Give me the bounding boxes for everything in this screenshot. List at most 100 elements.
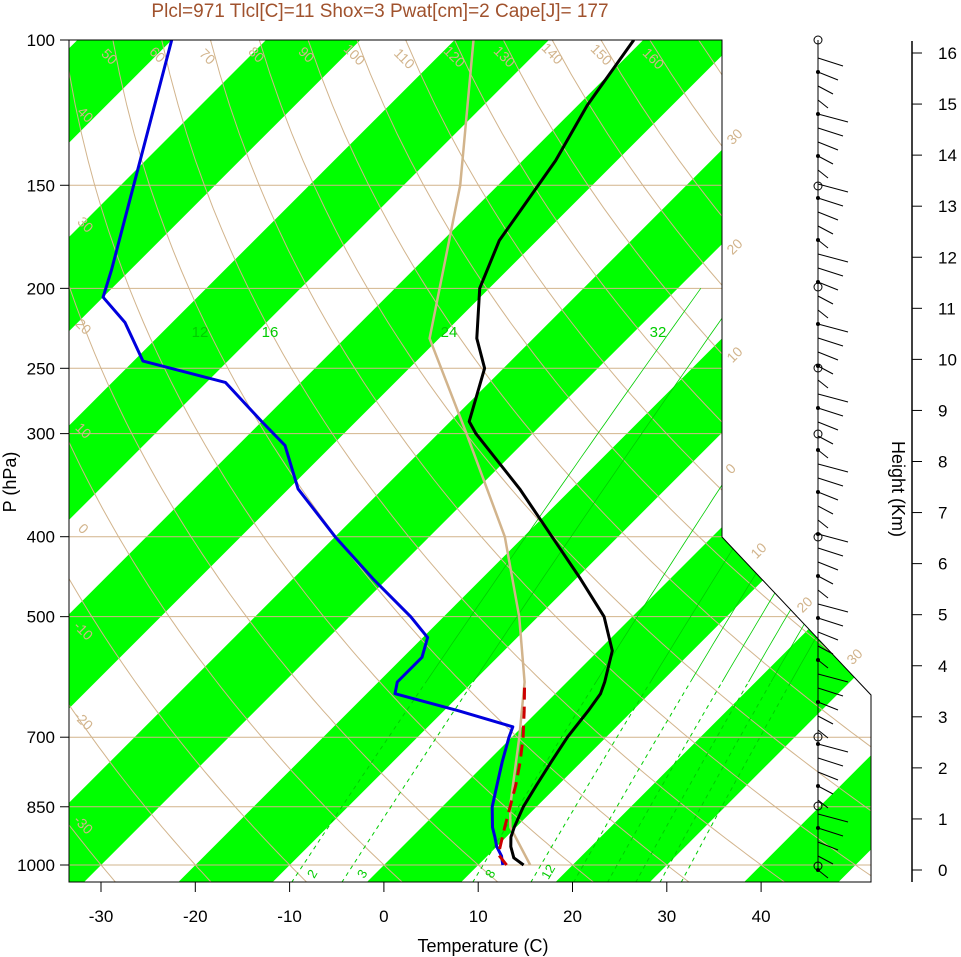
mixing-label-top: 16 xyxy=(262,324,279,341)
wind-barb xyxy=(817,267,844,277)
wind-barb xyxy=(817,309,829,319)
wind-barb xyxy=(817,491,839,501)
mixing-line-24-upper xyxy=(748,288,871,683)
height-tick-label: 5 xyxy=(938,606,947,625)
wind-barb xyxy=(817,771,839,781)
wind-barb xyxy=(817,225,834,235)
wind-barb xyxy=(817,141,839,151)
dry-adiabat-30 xyxy=(112,40,690,882)
wind-barb xyxy=(817,155,834,165)
calm-marker xyxy=(813,282,823,292)
wind-barb xyxy=(817,85,834,95)
calm-marker xyxy=(813,801,823,811)
wind-barb xyxy=(817,757,844,767)
wind-dot xyxy=(816,364,820,368)
wind-barb xyxy=(817,57,844,67)
isotherm-label: 0 xyxy=(75,520,92,537)
wind-barb xyxy=(817,449,829,459)
wind-barb xyxy=(817,113,849,123)
dry-adiabat--20 xyxy=(69,40,212,882)
wind-barb xyxy=(817,253,849,263)
plot-area xyxy=(69,40,871,882)
wind-barb xyxy=(817,99,829,109)
y-tick-label: 150 xyxy=(27,176,55,195)
dry-adiabat-90 xyxy=(405,40,871,882)
wind-barb xyxy=(817,169,829,179)
wind-dot xyxy=(816,490,820,494)
wind-dot xyxy=(816,616,820,620)
mixing-line-20-lower xyxy=(606,681,723,882)
wind-barb xyxy=(817,575,834,585)
x-tick-label: -20 xyxy=(183,907,208,926)
isotherm-label: 150 xyxy=(588,41,616,69)
y-axis-label: P (hPa) xyxy=(0,452,20,513)
wind-barb xyxy=(817,127,844,137)
wind-dot xyxy=(816,574,820,578)
wind-dot xyxy=(816,238,820,242)
side-isotherm-label: 0 xyxy=(722,460,739,477)
wind-barb xyxy=(817,799,829,809)
parcel-trace-line xyxy=(428,40,532,866)
y-tick-label: 850 xyxy=(27,798,55,817)
wind-dot xyxy=(816,196,820,200)
wind-barb xyxy=(817,827,844,837)
height-tick-label: 14 xyxy=(938,146,957,165)
height-tick-label: 12 xyxy=(938,248,957,267)
wind-barb xyxy=(817,659,829,669)
side-isotherm-label: 30 xyxy=(843,645,865,667)
dry-adiabat-0 xyxy=(69,40,404,882)
wind-barb xyxy=(817,729,829,739)
x-axis: -30 -20 -10 0 10 20 30 40 xyxy=(69,881,871,926)
mixing-ratio-labels: 12 16 24 32 2 3 8 12 xyxy=(192,324,667,882)
wind-barb xyxy=(817,869,829,879)
mixing-line-28-lower xyxy=(659,681,772,882)
moist-band-6 xyxy=(69,40,738,882)
wind-dot xyxy=(816,406,820,410)
wind-dot xyxy=(816,784,820,788)
dry-adiabat-160 xyxy=(746,40,871,882)
parcel-line xyxy=(496,681,527,866)
wind-dot xyxy=(816,700,820,704)
wind-barb xyxy=(817,211,839,221)
height-tick-label: 0 xyxy=(938,861,947,880)
isotherm-label: -20 xyxy=(71,708,97,734)
x-axis-label: Temperature (C) xyxy=(417,936,548,956)
sounding-series xyxy=(101,40,636,867)
y-tick-label: 1000 xyxy=(17,856,55,875)
calm-marker xyxy=(813,181,823,191)
height-tick-label: 2 xyxy=(938,759,947,778)
dry-adiabat-170 xyxy=(795,40,871,882)
calm-marker xyxy=(813,732,823,742)
y-tick-label: 250 xyxy=(27,359,55,378)
side-isotherm-label: 10 xyxy=(747,539,769,561)
wind-barb xyxy=(817,673,849,683)
wind-barb xyxy=(817,561,839,571)
calm-marker xyxy=(813,429,823,439)
moist-bands xyxy=(69,40,871,882)
wind-barb xyxy=(817,323,849,333)
wind-barb xyxy=(817,547,844,557)
x-tick-label: 20 xyxy=(563,907,582,926)
mixing-line-32-upper xyxy=(790,288,871,683)
mixing-label-bottom: 3 xyxy=(354,867,371,881)
mixing-label-bottom: 2 xyxy=(304,867,321,881)
height-tick-label: 3 xyxy=(938,708,947,727)
height-tick-label: 1 xyxy=(938,810,947,829)
mixing-line-12-lower xyxy=(530,681,651,882)
side-isotherm-label: 20 xyxy=(723,235,745,257)
height-tick-label: 13 xyxy=(938,197,957,216)
wind-dot xyxy=(816,448,820,452)
height-tick-label: 6 xyxy=(938,555,947,574)
wind-barb xyxy=(817,631,839,641)
dry-adiabat-20 xyxy=(69,40,595,882)
mixing-line-16-lower xyxy=(572,681,691,882)
y-tick-label: 700 xyxy=(27,728,55,747)
height-tick-label: 11 xyxy=(938,299,956,318)
y-tick-label: 100 xyxy=(27,31,55,50)
wind-barb xyxy=(817,589,829,599)
height-tick-label: 16 xyxy=(938,44,957,63)
wind-barb xyxy=(817,841,839,851)
mixing-label-bottom: 8 xyxy=(482,867,499,881)
